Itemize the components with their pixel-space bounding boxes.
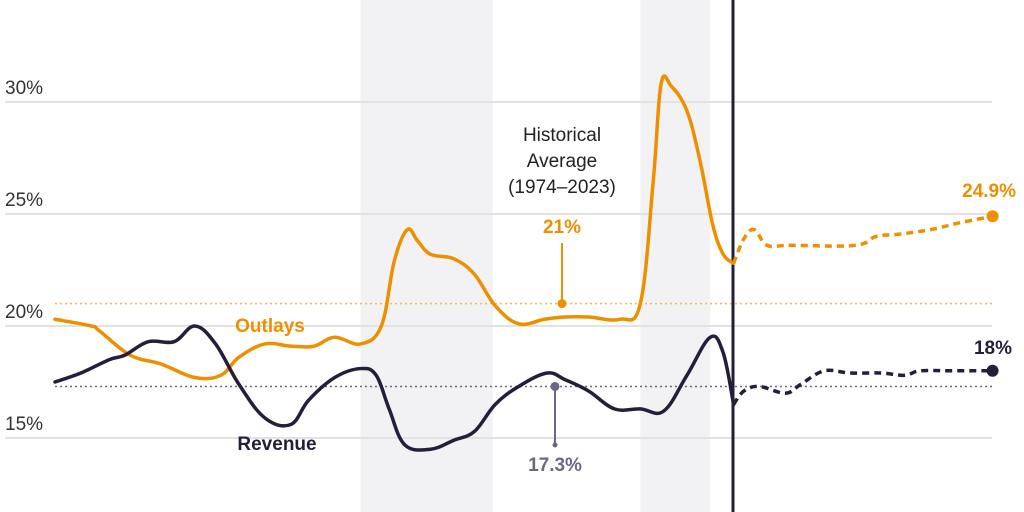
historical-average-line-2: Average [527,151,597,172]
outlays-historical-line [53,74,736,381]
revenue-series-label: Revenue [237,434,316,455]
revenue-average-stem-end [552,442,558,448]
revenue-historical-line [53,324,736,452]
shaded-period [360,0,493,512]
shaded-period [640,0,711,512]
outlays-projected-line [731,214,993,264]
revenue-average-dot [550,381,560,391]
y-tick-label: 15% [5,414,43,435]
revenue-end-label: 18% [974,338,1012,359]
y-tick-label: 20% [5,302,43,323]
outlays-average-label: 21% [543,217,581,238]
revenue-end-dot [986,364,999,377]
revenue-average-label: 17.3% [528,455,582,476]
outlays-end-dot [986,210,999,223]
historical-average-line-1: Historical [523,125,601,146]
outlays-average-dot [557,299,567,309]
y-tick-label: 25% [5,190,43,211]
outlays-series-label: Outlays [235,316,305,337]
historical-average-line-3: (1974–2023) [508,177,616,198]
revenue-projected-line [732,368,993,406]
outlays-end-label: 24.9% [962,181,1016,202]
y-tick-label: 30% [5,78,43,99]
